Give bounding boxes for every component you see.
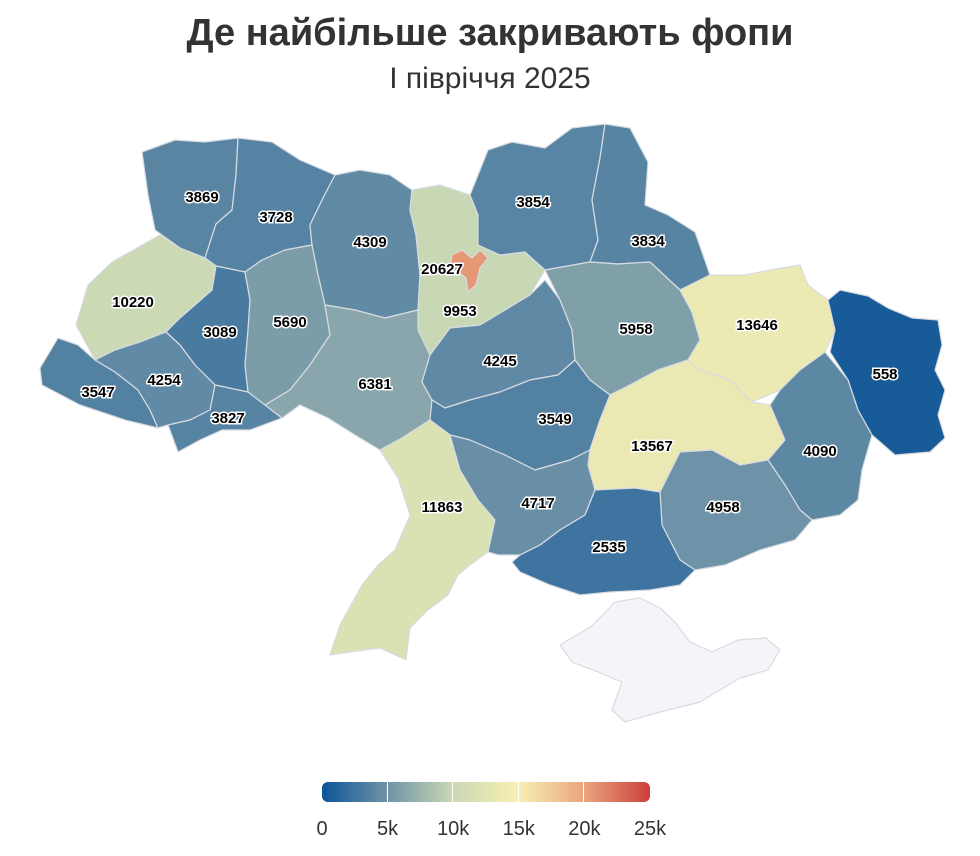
legend-segment [387,782,454,802]
legend-tick-label: 20k [568,818,601,840]
legend-tick-label: 10k [437,818,470,840]
legend-tick-label: 0 [316,818,328,840]
region-crimea[interactable] [559,597,781,723]
legend-segment [518,782,585,802]
legend-segment [322,782,388,802]
color-scale-legend [322,782,650,802]
legend-segment [584,782,650,802]
legend-tick-label: 5k [377,818,399,840]
region-kyiv-city[interactable] [449,249,489,293]
legend-segment [453,782,519,802]
region-luhansk[interactable] [827,289,946,456]
region-kherson[interactable] [511,487,696,596]
region-chernihiv[interactable] [469,123,606,271]
region-zhytomyr[interactable] [309,169,421,319]
legend-tick-label: 25k [633,818,667,840]
legend-tick-label: 15k [502,818,535,840]
chart-subtitle: І півріччя 2025 [389,62,591,95]
chart-title: Де найбільше закривають фопи [186,12,794,54]
